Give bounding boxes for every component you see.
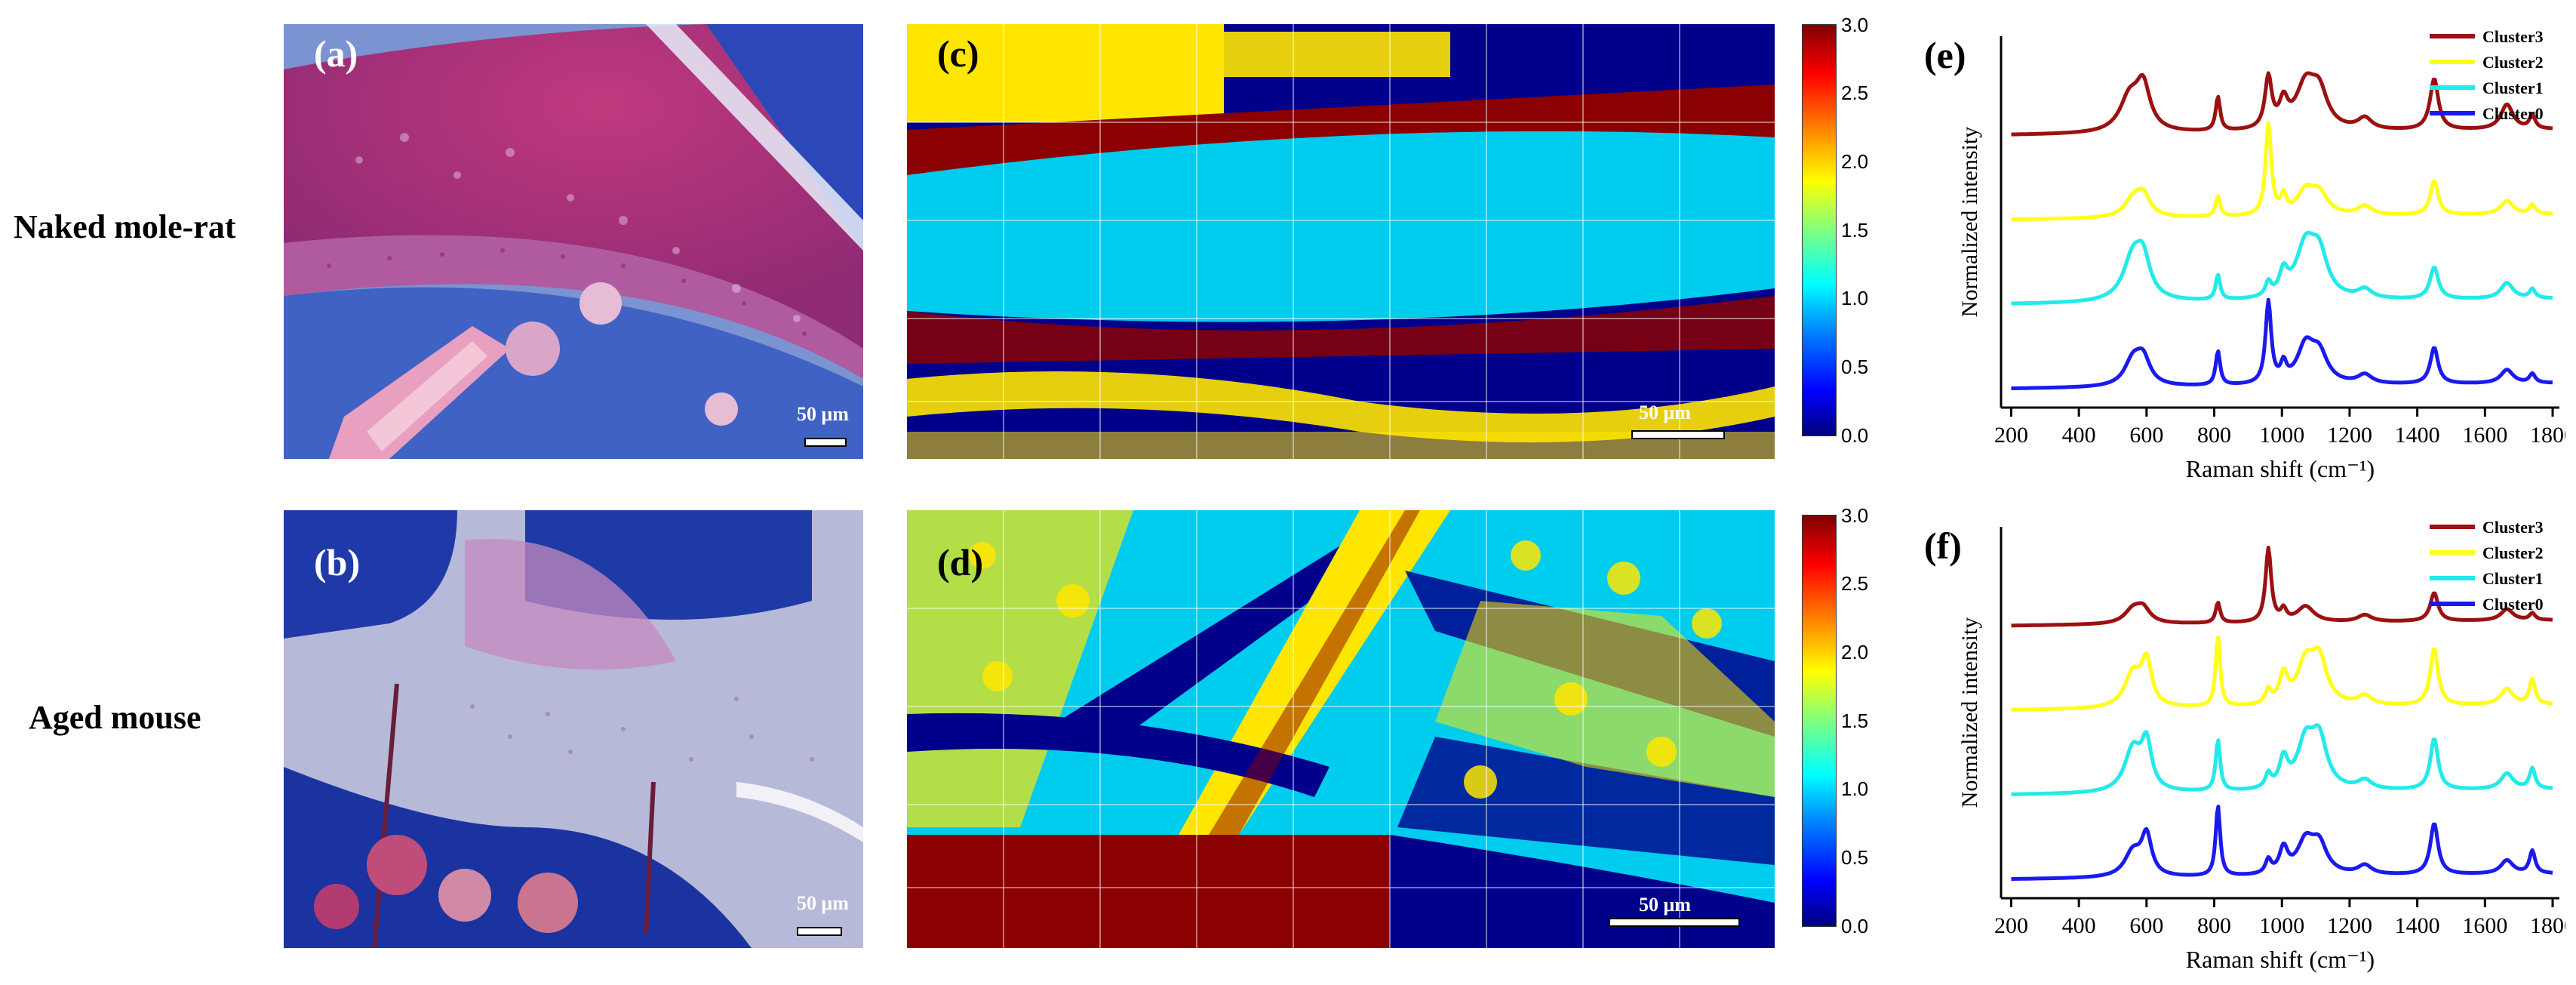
x-tick-label: 400 <box>2062 423 2096 448</box>
panel-label: (e) <box>1924 34 1966 76</box>
colorbar-d-tick: 1.0 <box>1841 777 1869 800</box>
row-label-aged-mouse: Aged mouse <box>29 699 201 736</box>
x-axis-label: Raman shift (cm⁻¹) <box>2186 946 2375 973</box>
series-line-cluster1 <box>2010 230 2553 306</box>
x-tick-label: 1400 <box>2395 913 2440 938</box>
x-tick-label: 200 <box>1994 423 2028 448</box>
legend-label: Cluster1 <box>2482 569 2544 588</box>
series-line-cluster3 <box>2010 71 2553 137</box>
colorbar-d-tick: 0.5 <box>1841 846 1869 869</box>
colorbar-c-tick: 0.5 <box>1841 356 1869 378</box>
y-axis-label: Normalized intensity <box>1957 127 1982 317</box>
x-tick-label: 1200 <box>2327 423 2372 448</box>
scale-bar-a <box>804 438 847 447</box>
colorbar-d-tick: 3.0 <box>1841 504 1869 527</box>
legend-label: Cluster0 <box>2482 595 2544 614</box>
series-line-cluster2 <box>2010 121 2553 222</box>
row-label-naked-mole-rat: Naked mole-rat <box>14 208 236 245</box>
x-tick-label: 600 <box>2129 913 2163 938</box>
colorbar-c-tick: 2.5 <box>1841 82 1869 104</box>
colorbar-c-tick: 1.0 <box>1841 287 1869 309</box>
x-tick-label: 1000 <box>2259 423 2304 448</box>
legend-label: Cluster2 <box>2482 53 2544 72</box>
series-line-cluster1 <box>2010 723 2553 796</box>
x-tick-label: 200 <box>1994 913 2028 938</box>
scale-bar-label-d: 50 μm <box>1639 894 1691 916</box>
cluster-map-c: (c) 50 μm <box>907 24 1775 459</box>
panel-label-c: (c) <box>937 32 979 75</box>
colorbar-d <box>1802 515 1837 927</box>
spectra-chart-f: 200 400 600 800 1000 1200 1400 1600 1800 Raman sh… <box>1917 504 2575 980</box>
legend-label: Cluster0 <box>2482 104 2544 123</box>
legend-label: Cluster3 <box>2482 518 2544 537</box>
scale-bar-b <box>797 927 842 936</box>
y-axis-label: Normalized intensity <box>1957 617 1982 808</box>
x-tick-label: 1600 <box>2462 913 2507 938</box>
spectra-svg-e: 200 400 600 800 1000 1200 1400 1600 1800 Raman sh… <box>1924 27 2575 482</box>
colorbar-c-tick: 3.0 <box>1841 14 1869 36</box>
colorbar-c <box>1802 24 1837 436</box>
x-tick-label: 600 <box>2129 423 2163 448</box>
colorbar-c-tick: 0.0 <box>1841 424 1869 447</box>
scale-bar-c <box>1631 430 1725 439</box>
scale-bar-label-c: 50 μm <box>1639 402 1691 423</box>
panel-label-b: (b) <box>314 541 361 583</box>
spectra-svg-f: 200 400 600 800 1000 1200 1400 1600 1800 Raman sh… <box>1924 518 2575 973</box>
colorbar-d-tick: 2.5 <box>1841 572 1869 595</box>
legend-label: Cluster1 <box>2482 78 2544 97</box>
x-tick-label: 1800 <box>2530 913 2565 938</box>
x-tick-label: 400 <box>2062 913 2096 938</box>
colorbar-c-tick: 1.5 <box>1841 219 1869 242</box>
x-tick-label: 1600 <box>2462 423 2507 448</box>
x-tick-label: 1800 <box>2530 423 2565 448</box>
scale-bar-label-a: 50 μm <box>797 403 849 425</box>
panel-label-a: (a) <box>314 32 358 75</box>
series-line-cluster3 <box>2010 546 2553 628</box>
x-tick-label: 1400 <box>2395 423 2440 448</box>
colorbar-d-tick: 1.5 <box>1841 710 1869 732</box>
histology-image-a: (a) 50 μm <box>284 24 863 459</box>
colorbar-d-tick: 2.0 <box>1841 641 1869 663</box>
histology-image-b: (b) 50 μm <box>284 510 863 948</box>
x-axis-label: Raman shift (cm⁻¹) <box>2186 455 2375 482</box>
panel-label-d: (d) <box>937 541 984 583</box>
x-tick-label: 800 <box>2197 423 2231 448</box>
series-line-cluster0 <box>2010 805 2553 881</box>
x-tick-label: 1200 <box>2327 913 2372 938</box>
series-line-cluster2 <box>2010 635 2553 712</box>
spectra-chart-e: 200 400 600 800 1000 1200 1400 1600 1800 Raman sh… <box>1917 14 2575 489</box>
scale-bar-d <box>1609 918 1740 927</box>
legend-label: Cluster2 <box>2482 543 2544 562</box>
series-line-cluster0 <box>2010 297 2553 390</box>
panel-label: (f) <box>1924 525 1962 567</box>
colorbar-c-tick: 2.0 <box>1841 150 1869 173</box>
colorbar-d-tick: 0.0 <box>1841 915 1869 937</box>
x-tick-label: 800 <box>2197 913 2231 938</box>
cluster-map-d: (d) 50 μm <box>907 510 1775 948</box>
x-tick-label: 1000 <box>2259 913 2304 938</box>
legend-label: Cluster3 <box>2482 27 2544 46</box>
scale-bar-label-b: 50 μm <box>797 892 849 914</box>
